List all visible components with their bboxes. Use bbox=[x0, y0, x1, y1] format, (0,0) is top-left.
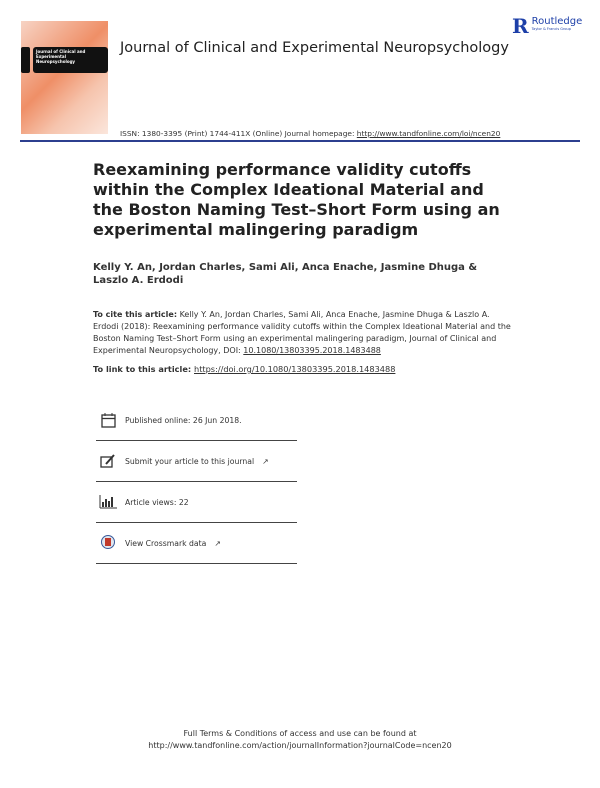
publisher-tagline: Taylor & Francis Group bbox=[531, 27, 571, 31]
issn-line: ISSN: 1380-3395 (Print) 1744-411X (Onlin… bbox=[120, 129, 500, 138]
issn-text: ISSN: 1380-3395 (Print) 1744-411X (Onlin… bbox=[120, 129, 357, 138]
journal-title: Journal of Clinical and Experimental Neu… bbox=[120, 40, 509, 56]
published-online-box: Published online: 26 Jun 2018. bbox=[96, 400, 297, 441]
journal-homepage-link[interactable]: http://www.tandfonline.com/loi/ncen20 bbox=[356, 129, 501, 138]
link-label: To link to this article: bbox=[93, 364, 194, 374]
doi-link[interactable]: 10.1080/13803395.2018.1483488 bbox=[243, 346, 381, 355]
publisher-logo: R Routledge Taylor & Francis Group bbox=[512, 16, 582, 36]
footer-terms-url[interactable]: http://www.tandfonline.com/action/journa… bbox=[148, 741, 452, 750]
submit-article-box[interactable]: Submit your article to this journal ↗ bbox=[96, 441, 297, 482]
article-link[interactable]: https://doi.org/10.1080/13803395.2018.14… bbox=[194, 364, 396, 374]
cover-tab bbox=[21, 47, 30, 73]
journal-cover-image: Journal of Clinical and Experimental Neu… bbox=[21, 21, 108, 134]
crossmark-link[interactable]: View Crossmark data bbox=[125, 538, 207, 548]
edit-icon bbox=[99, 453, 117, 469]
bar-chart-icon bbox=[99, 494, 117, 510]
article-link-line: To link to this article: https://doi.org… bbox=[93, 364, 395, 374]
calendar-icon bbox=[99, 412, 117, 428]
cite-text: Kelly Y. An, Jordan Charles, Sami Ali, A… bbox=[93, 310, 511, 355]
article-views-text: Article views: 22 bbox=[125, 497, 189, 507]
cover-title-band: Journal of Clinical and Experimental Neu… bbox=[33, 47, 108, 73]
citation: To cite this article: Kelly Y. An, Jorda… bbox=[93, 309, 513, 357]
cite-label: To cite this article: bbox=[93, 310, 178, 319]
published-online-text: Published online: 26 Jun 2018. bbox=[125, 415, 242, 425]
submit-article-link[interactable]: Submit your article to this journal bbox=[125, 456, 255, 466]
header-divider bbox=[20, 140, 580, 142]
footer-terms-text: Full Terms & Conditions of access and us… bbox=[183, 729, 417, 738]
external-link-icon: ↗ bbox=[214, 538, 221, 548]
footer: Full Terms & Conditions of access and us… bbox=[0, 728, 600, 752]
external-link-icon: ↗ bbox=[262, 456, 269, 466]
cover-title: Journal of Clinical and Experimental Neu… bbox=[36, 49, 86, 64]
article-title: Reexamining performance validity cutoffs… bbox=[93, 160, 500, 239]
crossmark-box[interactable]: View Crossmark data ↗ bbox=[96, 523, 297, 564]
article-authors: Kelly Y. An, Jordan Charles, Sami Ali, A… bbox=[93, 262, 478, 286]
article-views-box: Article views: 22 bbox=[96, 482, 297, 523]
crossmark-icon bbox=[99, 535, 117, 551]
routledge-r-icon: R bbox=[512, 14, 529, 38]
publisher-name: Routledge bbox=[531, 16, 583, 27]
